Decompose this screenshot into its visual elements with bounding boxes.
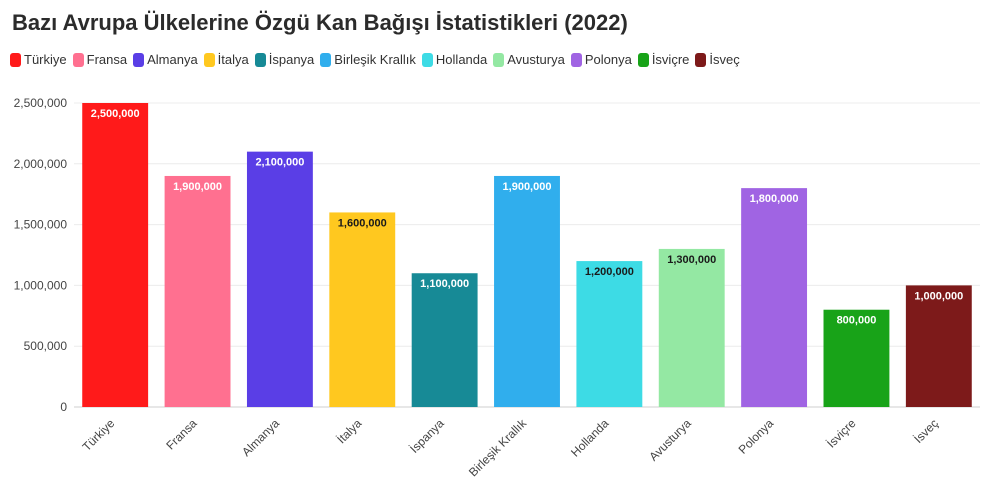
bar <box>329 212 396 407</box>
bar <box>494 175 560 407</box>
bar <box>411 273 478 407</box>
legend-label: Fransa <box>86 52 128 67</box>
bar <box>82 103 149 407</box>
bar <box>576 261 643 407</box>
chart-title: Bazı Avrupa Ülkelerine Özgü Kan Bağışı İ… <box>12 10 628 35</box>
legend-label: İsveç <box>709 52 740 67</box>
legend-swatch <box>570 52 582 67</box>
legend-label: İspanya <box>268 52 315 67</box>
legend-label: Almanya <box>147 52 198 67</box>
legend-swatch <box>421 52 433 67</box>
bar-value-label: 2,500,000 <box>91 108 140 120</box>
legend-item[interactable]: İsveç <box>695 52 740 67</box>
bar <box>164 175 231 407</box>
legend-swatch <box>72 52 84 67</box>
legend-label: Avusturya <box>507 52 565 67</box>
legend-item[interactable]: İspanya <box>254 52 315 67</box>
bar <box>823 309 890 407</box>
y-tick-label: 500,000 <box>24 339 68 353</box>
x-tick-label: Birleşik Krallık <box>466 416 530 480</box>
legend: Türkiye Fransa Almanya İtalya İspanya Birleşi… <box>10 52 746 67</box>
bar-value-label: 1,900,000 <box>173 181 222 193</box>
legend-item[interactable]: Polonya <box>570 52 632 67</box>
x-tick-label: Polonya <box>736 416 777 457</box>
x-tick-label: İsviçre <box>824 416 859 451</box>
bar-value-label: 1,100,000 <box>420 278 469 290</box>
legend-item[interactable]: Fransa <box>72 52 128 67</box>
x-tick-label: Türkiye <box>80 416 118 454</box>
y-tick-label: 1,000,000 <box>14 278 68 292</box>
bar-value-label: 1,800,000 <box>750 193 799 205</box>
bar-value-label: 1,900,000 <box>503 181 552 193</box>
legend-item[interactable]: İsviçre <box>637 52 690 67</box>
bar-value-label: 1,600,000 <box>338 217 387 229</box>
y-tick-label: 2,500,000 <box>14 96 68 110</box>
bar <box>741 188 808 407</box>
legend-swatch <box>203 52 215 67</box>
legend-item[interactable]: Türkiye <box>10 52 67 67</box>
legend-swatch <box>637 52 649 67</box>
legend-item[interactable]: Hollanda <box>421 52 488 67</box>
legend-label: İsviçre <box>651 52 690 67</box>
x-tick-label: Almanya <box>239 416 282 459</box>
legend-swatch <box>320 52 332 67</box>
legend-swatch <box>10 52 21 67</box>
bar <box>246 151 313 407</box>
y-tick-label: 0 <box>60 400 67 414</box>
y-tick-label: 1,500,000 <box>14 218 68 232</box>
x-tick-label: Avusturya <box>646 416 694 464</box>
legend-label: İtalya <box>217 52 249 67</box>
x-tick-label: Hollanda <box>568 416 612 460</box>
legend-swatch <box>133 52 145 67</box>
bar-value-label: 2,100,000 <box>255 157 304 169</box>
legend-label: Hollanda <box>435 52 488 67</box>
bar <box>658 248 725 407</box>
legend-item[interactable]: Avusturya <box>493 52 565 67</box>
legend-item[interactable]: Birleşik Krallık <box>320 52 416 67</box>
x-tick-label: Fransa <box>163 416 200 453</box>
legend-item[interactable]: Almanya <box>133 52 198 67</box>
x-tick-label: İtalya <box>334 416 364 446</box>
bar-value-label: 1,300,000 <box>667 254 716 266</box>
legend-swatch <box>695 52 707 67</box>
legend-item[interactable]: İtalya <box>203 52 249 67</box>
legend-swatch <box>493 52 505 67</box>
y-tick-label: 2,000,000 <box>14 157 68 171</box>
bar <box>905 285 972 407</box>
legend-label: Polonya <box>584 52 632 67</box>
legend-label: Türkiye <box>24 52 67 67</box>
legend-label: Birleşik Krallık <box>334 52 416 67</box>
bar-value-label: 800,000 <box>837 315 877 327</box>
x-tick-label: İspanya <box>407 416 447 456</box>
bar-value-label: 1,200,000 <box>585 266 634 278</box>
x-tick-label: İsveç <box>911 416 941 446</box>
legend-swatch <box>254 52 266 67</box>
bar-value-label: 1,000,000 <box>914 290 963 302</box>
